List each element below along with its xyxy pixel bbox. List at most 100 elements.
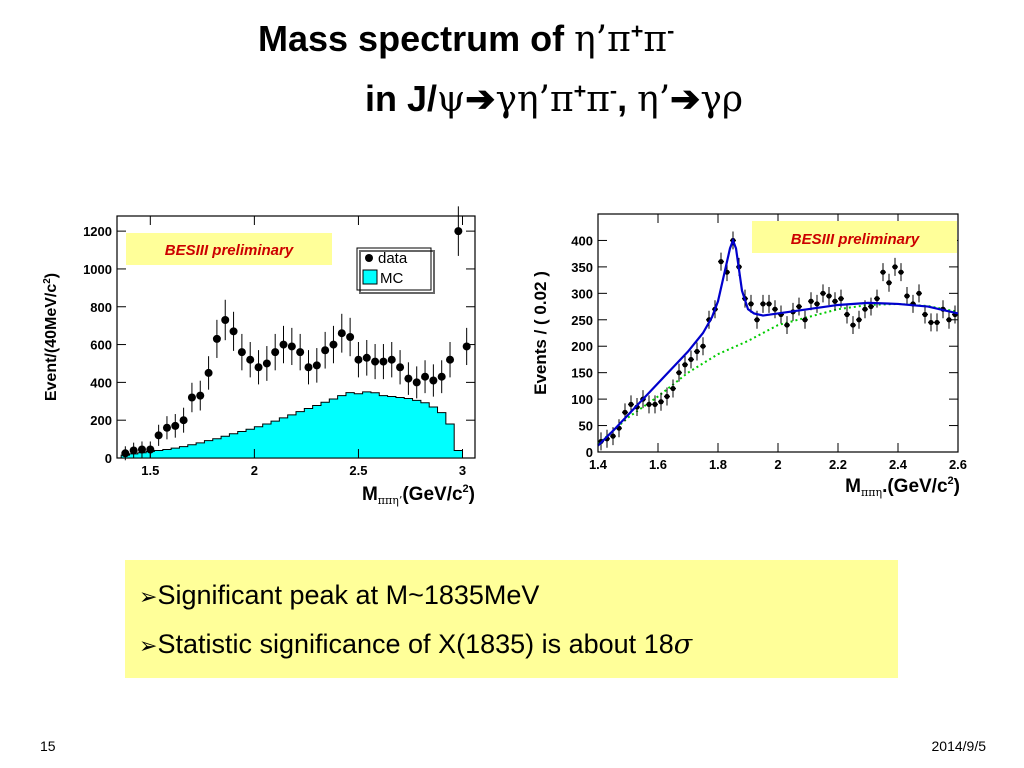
y-tick-label: 200 xyxy=(571,339,593,354)
arrow-bullet-icon: ➢ xyxy=(139,585,158,610)
legend-shadow xyxy=(359,250,435,294)
data-point xyxy=(646,401,652,407)
title-sup-minus: - xyxy=(667,18,675,43)
data-point xyxy=(820,290,826,296)
sigma-symbol: σ xyxy=(673,629,693,660)
data-point xyxy=(682,362,688,368)
data-point xyxy=(856,317,862,323)
title-psi: ψ xyxy=(437,79,466,120)
right-axes: 1.4 1.6 1.8 2 2.2 2.4 2.6 0 50 100 150 200 250 300 350… xyxy=(571,214,967,472)
data-point xyxy=(862,306,868,312)
right-y-axis-label: Events / ( 0.02 ) xyxy=(531,271,550,395)
data-point xyxy=(387,355,396,364)
data-point xyxy=(154,431,163,440)
data-point xyxy=(760,301,766,307)
arrow-icon: ➔ xyxy=(465,78,496,119)
right-mass-spectrum-chart: 1.4 1.6 1.8 2 2.2 2.4 2.6 0 50 100 150 200 250 300 350… xyxy=(531,213,967,499)
data-point xyxy=(246,355,255,364)
data-point xyxy=(784,322,790,328)
data-point xyxy=(404,374,413,383)
data-point xyxy=(796,303,802,310)
title-decay2: γρ xyxy=(700,79,744,120)
data-point xyxy=(379,357,388,366)
data-point xyxy=(346,333,355,341)
preliminary-label-box xyxy=(126,233,332,265)
data-point xyxy=(254,363,263,372)
data-point xyxy=(814,301,820,307)
data-point xyxy=(700,343,706,349)
mc-histogram-fill xyxy=(120,391,471,459)
data-point xyxy=(212,334,221,343)
y-tick-label: 1000 xyxy=(83,262,112,277)
data-point xyxy=(137,445,146,454)
legend-data-label: data xyxy=(378,250,408,267)
data-point xyxy=(229,327,238,336)
data-point xyxy=(766,301,772,307)
data-point xyxy=(628,401,634,407)
mc-histogram xyxy=(120,391,471,459)
data-point xyxy=(437,372,446,381)
y-tick-label: 0 xyxy=(105,451,112,466)
data-point xyxy=(287,342,296,351)
data-point xyxy=(838,296,844,302)
y-tick-label: 400 xyxy=(90,375,112,390)
title-text: in J/ xyxy=(365,78,438,119)
data-point xyxy=(832,298,838,304)
data-point xyxy=(694,348,700,355)
data-point xyxy=(880,269,886,275)
total-fit-curve xyxy=(597,237,959,447)
data-point xyxy=(396,363,405,372)
data-point xyxy=(826,293,832,299)
title-particles: η’π xyxy=(574,19,631,60)
y-tick-label: 250 xyxy=(571,313,593,328)
data-point xyxy=(658,399,664,405)
data-point xyxy=(844,311,850,318)
bullet-item: ➢Significant peak at M~1835MeV xyxy=(139,572,898,621)
data-point xyxy=(187,393,196,402)
data-point xyxy=(754,317,760,323)
title-pi: π xyxy=(586,79,610,120)
slide-title-line2: in J/ψ➔γη’π+π-, η’➔γρ xyxy=(365,78,743,120)
preliminary-label: BESIII preliminary xyxy=(791,231,920,248)
data-point xyxy=(868,303,874,310)
y-tick-label: 600 xyxy=(90,338,112,353)
data-point xyxy=(312,361,321,370)
data-point xyxy=(179,416,188,425)
y-tick-label: 100 xyxy=(571,392,593,407)
data-point xyxy=(296,348,305,357)
right-x-axis-label: Mππη.(GeV/c2) xyxy=(845,475,960,499)
data-point xyxy=(129,446,138,455)
title-sup-minus: - xyxy=(609,78,618,103)
y-tick-label: 200 xyxy=(90,413,112,428)
bullet-text: Statistic significance of X(1835) is abo… xyxy=(157,629,674,659)
slide-title-line1: Mass spectrum of η’π+π- xyxy=(258,18,674,60)
data-point xyxy=(904,293,910,299)
data-point xyxy=(321,346,330,355)
data-points xyxy=(121,206,471,461)
data-point xyxy=(204,368,213,377)
x-tick-label: 2.6 xyxy=(949,457,967,472)
x-tick-label: 2.2 xyxy=(829,457,847,472)
x-tick-label: 2.5 xyxy=(349,463,367,478)
background-fit-curve xyxy=(597,302,959,445)
right-plot-frame xyxy=(597,213,959,453)
data-point xyxy=(808,298,814,304)
data-point xyxy=(802,317,808,323)
data-point xyxy=(237,348,246,357)
data-point xyxy=(337,329,346,338)
data-point xyxy=(304,363,313,372)
legend-mc-swatch xyxy=(362,269,378,285)
legend-data-marker xyxy=(365,254,373,262)
x-tick-label: 2.4 xyxy=(889,457,908,472)
slide-number: 15 xyxy=(40,738,56,754)
data-point xyxy=(171,421,180,430)
summary-callout: ➢Significant peak at M~1835MeV ➢ Statisti… xyxy=(125,560,898,678)
preliminary-label-box xyxy=(752,221,957,253)
data-point xyxy=(429,376,438,385)
data-point xyxy=(121,449,130,458)
x-tick-label: 1.4 xyxy=(589,457,608,472)
title-pi: π xyxy=(643,19,668,60)
x-tick-label: 3 xyxy=(459,463,466,478)
data-point xyxy=(622,409,628,415)
y-tick-label: 1200 xyxy=(83,224,112,239)
